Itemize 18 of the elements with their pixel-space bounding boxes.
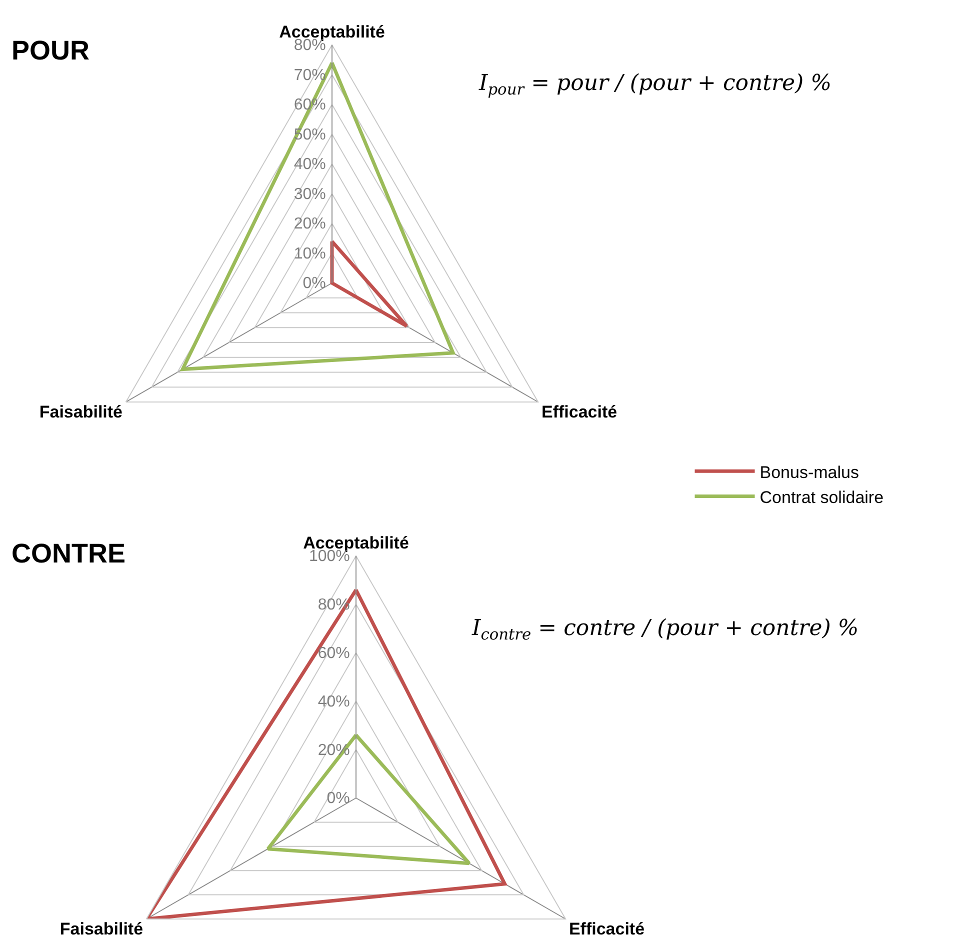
y-tick-label: 10% [294, 245, 326, 262]
spoke-label: Faisabilité [60, 920, 144, 935]
chart-title: CONTRE [11, 538, 126, 568]
chart-title: POUR [11, 35, 90, 66]
y-tick-label: 0% [326, 790, 350, 808]
spoke-label: Faisabilité [39, 402, 123, 422]
y-tick-label: 30% [294, 186, 326, 203]
y-tick-label: 0% [302, 275, 326, 292]
legend-label: Bonus-malus [760, 462, 859, 482]
spoke-label: Efficacité [568, 920, 645, 935]
y-tick-label: 20% [294, 216, 326, 233]
spoke-label: Efficacité [541, 402, 618, 422]
text: I$_{contre}$ = contre / (pour + contre) % [471, 616, 859, 644]
y-tick-label: 40% [294, 156, 326, 174]
y-tick-label: 60% [318, 645, 350, 662]
text: I$_{pour}$ = pour / (pour + contre) % [478, 71, 832, 99]
y-tick-label: 40% [318, 693, 350, 710]
legend-label: Contrat solidaire [760, 488, 884, 507]
